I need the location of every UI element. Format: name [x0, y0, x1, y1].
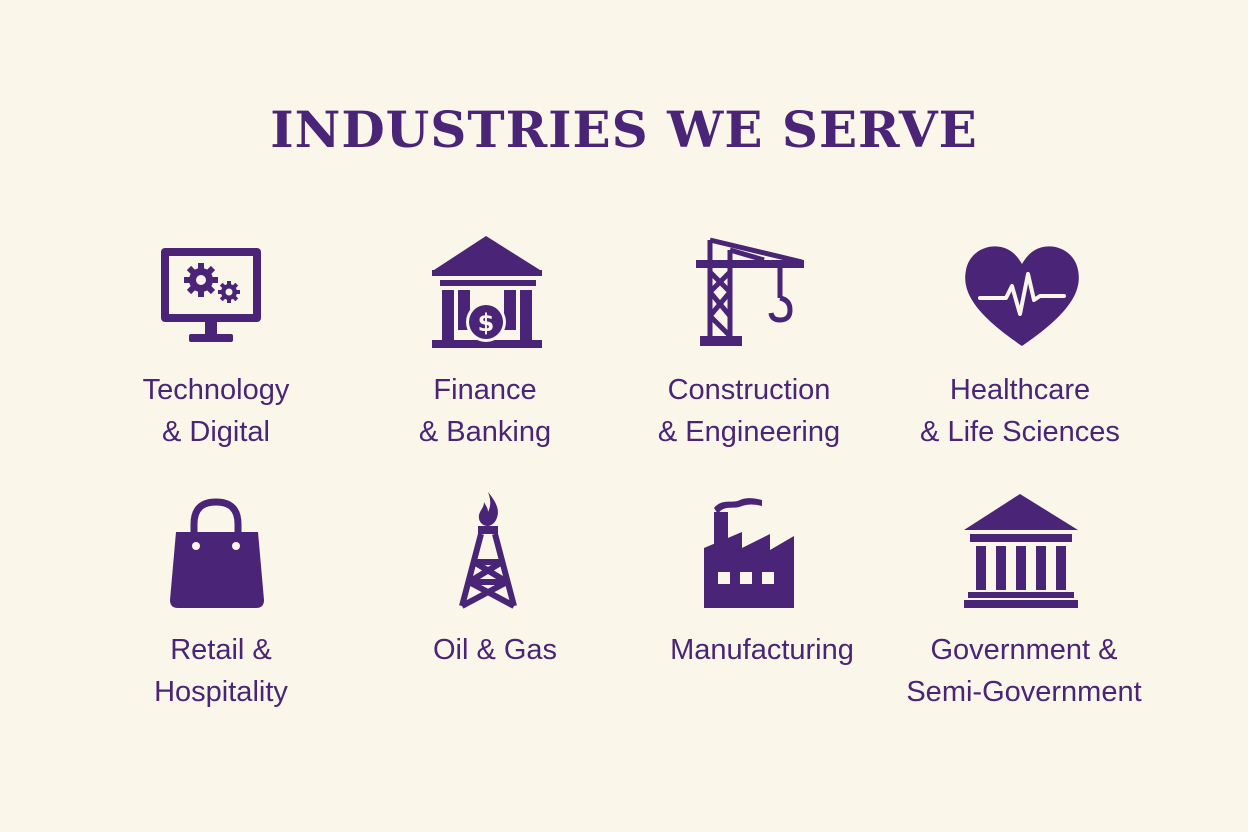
crane-icon	[690, 232, 810, 352]
industry-label-retail: Retail & Hospitality	[154, 634, 288, 708]
industry-label-construction: Construction & Engineering	[657, 374, 841, 448]
industry-label-manufacturing: Manufacturing	[670, 634, 854, 666]
factory-icon	[692, 492, 812, 612]
svg-text:$: $	[478, 309, 495, 337]
industry-label-technology: Technology & Digital	[142, 374, 290, 448]
industry-label-government: Government & Semi-Government	[906, 634, 1142, 708]
government-building-icon	[962, 490, 1082, 610]
heart-pulse-icon	[962, 238, 1082, 358]
industry-label-finance: Finance & Banking	[418, 374, 552, 448]
page-title: INDUSTRIES WE SERVE	[270, 100, 978, 159]
industry-label-healthcare: Healthcare & Life Sciences	[920, 374, 1120, 448]
shopping-bag-icon	[158, 496, 278, 616]
monitor-gears-icon	[155, 240, 275, 360]
bank-dollar-icon: $	[428, 232, 548, 352]
industry-label-oil-gas: Oil & Gas	[432, 634, 558, 666]
oil-rig-flame-icon	[428, 490, 548, 610]
